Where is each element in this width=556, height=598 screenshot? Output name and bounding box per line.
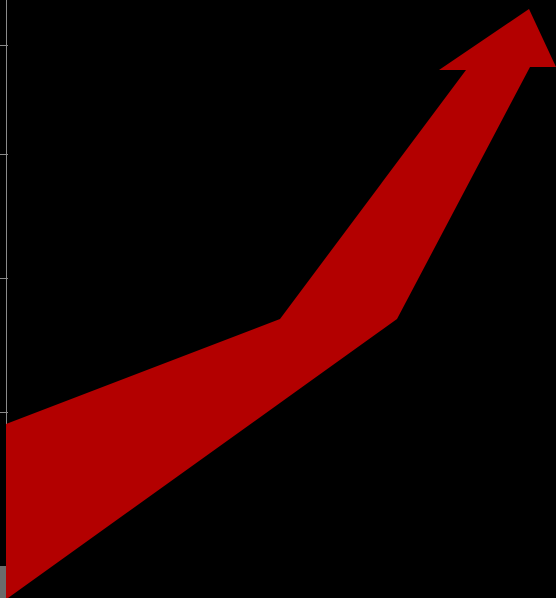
corner-block — [0, 566, 6, 598]
axis-ticks — [0, 45, 8, 413]
trend-up-arrow-icon — [6, 9, 556, 598]
